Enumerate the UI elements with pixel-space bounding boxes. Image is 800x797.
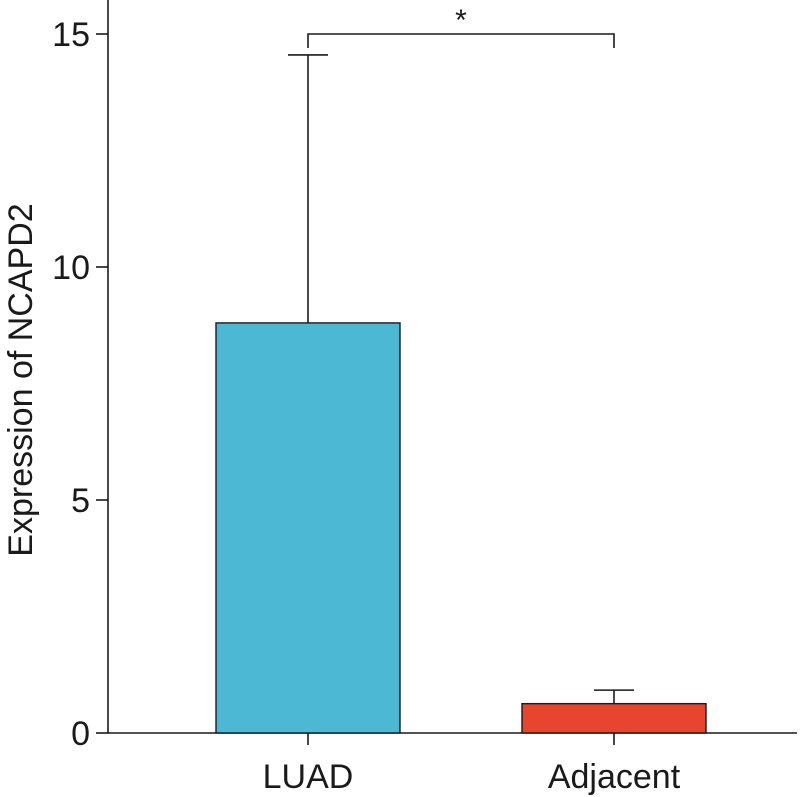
y-axis-title: Expression of NCAPD2 [2, 203, 40, 556]
significance-bracket-line [307, 33, 615, 48]
y-tick-label: 15 [52, 16, 90, 54]
x-ticks: LUAD Adjacent [263, 733, 681, 796]
bar-luad [215, 322, 401, 734]
axes [107, 0, 797, 734]
x-tick-label: LUAD [263, 758, 354, 796]
y-tick-label: 10 [52, 249, 90, 287]
y-ticks: 0 5 10 15 [52, 16, 108, 753]
y-tick-label: 5 [71, 482, 90, 520]
significance-label: * [455, 4, 467, 37]
y-tick-label: 0 [71, 715, 90, 753]
error-bars [288, 54, 634, 704]
significance-bracket: * [307, 4, 615, 48]
bar-adjacent [521, 702, 707, 734]
bars [215, 322, 707, 734]
x-tick-label: Adjacent [548, 758, 681, 796]
